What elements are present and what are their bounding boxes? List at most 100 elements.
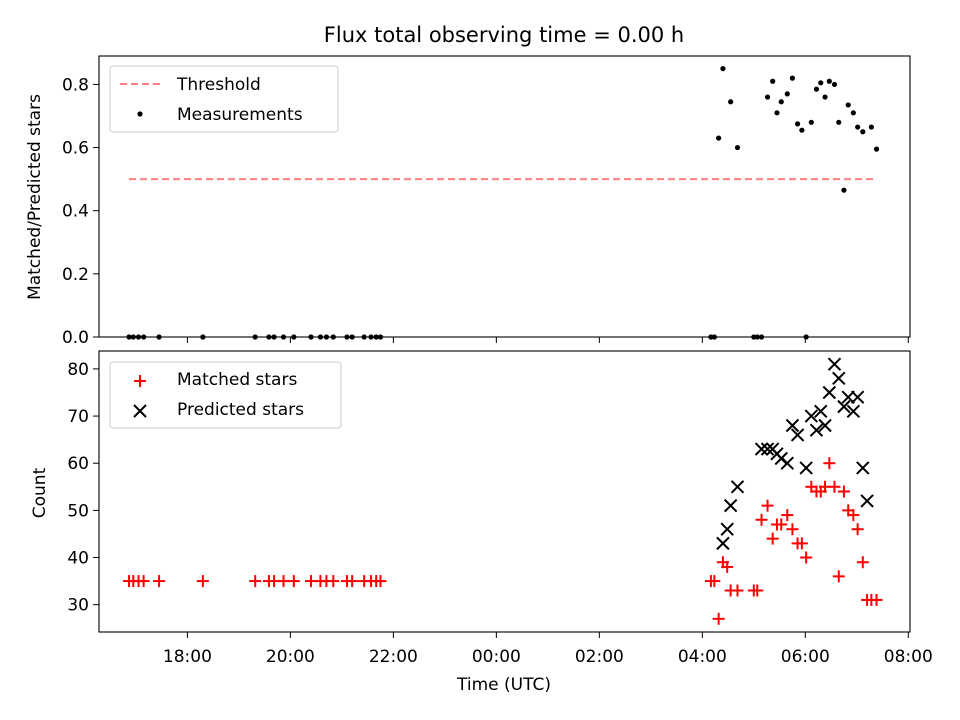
- predicted-star-point: [856, 461, 870, 475]
- matched-star-point: [832, 570, 845, 583]
- x-axis-label: Time (UTC): [456, 675, 551, 695]
- measurement-point: [734, 144, 741, 151]
- x-tick-label: 20:00: [266, 647, 315, 667]
- x-tick-label: 22:00: [369, 647, 418, 667]
- top-y-tick-label: 0.8: [62, 75, 89, 95]
- measurement-point: [784, 91, 790, 97]
- matched-star-point: [327, 575, 340, 588]
- legend-predicted-label: Predicted stars: [177, 400, 304, 420]
- predicted-star-point: [809, 423, 824, 437]
- predicted-star-point: [754, 442, 769, 456]
- matched-legend-swatch: [134, 375, 146, 387]
- predicted-star-point: [730, 480, 745, 494]
- measurement-point: [826, 78, 832, 84]
- x-tick-label: 06:00: [781, 647, 830, 667]
- chart-title: Flux total observing time = 0.00 h: [324, 23, 684, 47]
- top-legend: Threshold Measurements: [109, 65, 339, 133]
- bottom-plot-frame: [98, 350, 911, 633]
- measurement-point: [728, 99, 734, 105]
- matched-star-point: [751, 584, 764, 597]
- measurements-legend-swatch: [137, 111, 143, 117]
- bottom-legend-box: [109, 361, 342, 429]
- predicted-star-point: [841, 390, 855, 404]
- predicted-star-point: [814, 404, 828, 419]
- bottom-y-tick-label: 50: [67, 501, 89, 521]
- measurement-point: [794, 121, 801, 127]
- matched-star-point: [731, 584, 744, 597]
- matched-star-point: [870, 593, 883, 606]
- legend-matched-label: Matched stars: [177, 370, 297, 390]
- top-y-axis-label: Matched/Predicted stars: [25, 94, 45, 300]
- measurement-point: [860, 129, 866, 135]
- measurement-point: [818, 80, 824, 86]
- top-y-tick-label: 0.4: [62, 202, 89, 222]
- matched-star-point: [781, 509, 794, 522]
- matched-star-point: [153, 575, 166, 588]
- predicted-star-point: [799, 461, 813, 475]
- measurement-point: [836, 119, 842, 125]
- bottom-x-ticks: 18:00 20:00 22:00 00:00 02:00 04:00 06:00 08:00: [163, 632, 933, 667]
- measurement-point: [764, 94, 771, 100]
- bottom-y-tick-label: 30: [67, 596, 89, 616]
- matched-star-point: [847, 509, 860, 522]
- matched-star-point: [708, 575, 721, 588]
- predicted-stars-points: [716, 357, 874, 551]
- matched-star-point: [795, 537, 808, 550]
- matched-star-point: [721, 560, 734, 573]
- predicted-legend-swatch: [133, 404, 147, 418]
- predicted-star-point: [790, 428, 805, 442]
- top-y-tick-label: 0.6: [62, 139, 89, 159]
- measurement-point: [778, 99, 784, 105]
- matched-stars-points: [123, 457, 883, 625]
- measurement-point: [845, 102, 851, 108]
- top-legend-box: [109, 65, 339, 133]
- matched-star-point: [374, 575, 387, 588]
- measurement-point: [868, 124, 874, 130]
- bottom-y-axis-label: Count: [30, 467, 50, 518]
- measurement-point: [855, 124, 861, 130]
- x-tick-label: 02:00: [575, 647, 624, 667]
- measurement-point: [873, 146, 880, 152]
- bottom-y-tick-label: 60: [67, 454, 89, 474]
- predicted-star-point: [785, 418, 800, 433]
- matched-star-point: [837, 485, 850, 498]
- predicted-star-point: [827, 357, 842, 371]
- matched-star-point: [712, 612, 725, 625]
- measurement-point: [720, 66, 726, 72]
- measurement-point: [841, 187, 847, 193]
- matched-star-point: [766, 532, 779, 545]
- measurement-point: [813, 86, 820, 92]
- measurement-point: [799, 127, 805, 133]
- bottom-y-tick-label: 40: [67, 549, 89, 569]
- predicted-star-point: [860, 494, 874, 508]
- measurement-point: [770, 78, 776, 84]
- bottom-legend: Matched stars Predicted stars: [109, 361, 342, 429]
- predicted-star-point: [804, 409, 819, 423]
- top-plot: 0.00.20.40.60.8 Matched/Predicted stars …: [25, 55, 911, 348]
- x-tick-label: 04:00: [678, 647, 727, 667]
- legend-threshold-label: Threshold: [176, 75, 261, 95]
- matched-star-point: [828, 480, 841, 493]
- matched-star-point: [775, 518, 788, 531]
- top-x-ticks: [186, 337, 909, 343]
- top-y-tick-label: 0.0: [62, 328, 89, 348]
- top-y-tick-label: 0.2: [62, 265, 89, 285]
- measurement-point: [789, 75, 796, 81]
- predicted-star-point: [760, 442, 775, 456]
- top-plot-frame: [98, 55, 911, 338]
- matched-star-point: [137, 575, 150, 588]
- bottom-y-tick-label: 80: [67, 360, 89, 380]
- matched-star-point: [755, 513, 768, 526]
- top-y-ticks: 0.0 0.2 0.4 0.6 0.8: [62, 75, 99, 348]
- measurement-point: [822, 94, 828, 100]
- x-tick-label: 00:00: [472, 647, 521, 667]
- measurement-point: [808, 119, 814, 125]
- bottom-y-ticks: 30 40 50 60 70 80: [67, 360, 99, 616]
- predicted-star-point: [822, 385, 837, 400]
- measurement-point: [774, 110, 780, 116]
- predicted-star-point: [716, 536, 730, 551]
- predicted-star-point: [846, 404, 861, 419]
- matched-star-point: [800, 551, 813, 564]
- legend-measurements-label: Measurements: [177, 105, 303, 125]
- predicted-star-point: [818, 418, 832, 433]
